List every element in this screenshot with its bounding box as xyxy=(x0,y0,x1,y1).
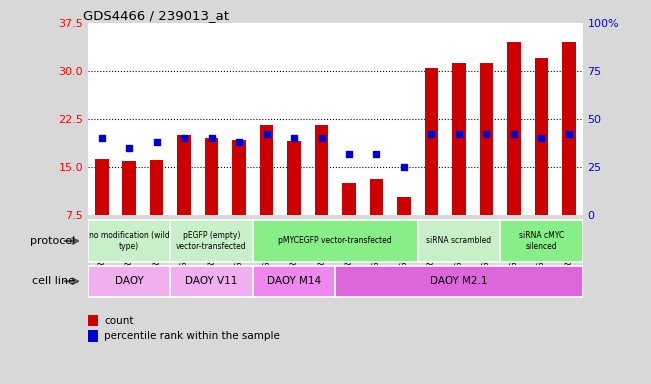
Bar xyxy=(287,141,301,215)
Bar xyxy=(95,159,109,215)
Bar xyxy=(335,266,583,297)
Bar xyxy=(397,197,411,215)
Bar xyxy=(452,63,466,215)
Bar xyxy=(260,126,273,215)
Text: DAOY V11: DAOY V11 xyxy=(186,276,238,286)
Bar xyxy=(177,135,191,215)
Text: siRNA cMYC
silenced: siRNA cMYC silenced xyxy=(519,231,564,251)
Bar xyxy=(204,138,219,215)
Point xyxy=(564,131,574,137)
Text: protocol: protocol xyxy=(29,236,75,246)
Bar xyxy=(507,42,521,215)
Point xyxy=(344,151,354,157)
Bar xyxy=(88,330,98,342)
Text: no modification (wild
type): no modification (wild type) xyxy=(89,231,169,251)
Point xyxy=(289,135,299,141)
Bar xyxy=(424,68,438,215)
Bar xyxy=(88,220,171,262)
Bar xyxy=(500,220,583,262)
Point xyxy=(316,135,327,141)
Point xyxy=(481,131,492,137)
Bar xyxy=(171,220,253,262)
Bar xyxy=(418,220,500,262)
Point xyxy=(179,135,189,141)
Bar xyxy=(534,58,548,215)
Point xyxy=(454,131,464,137)
Text: DAOY M2.1: DAOY M2.1 xyxy=(430,276,488,286)
Point xyxy=(206,135,217,141)
Point xyxy=(261,131,271,137)
Text: count: count xyxy=(104,316,133,326)
Point xyxy=(234,139,244,145)
Bar xyxy=(88,315,98,326)
Text: pMYCEGFP vector-transfected: pMYCEGFP vector-transfected xyxy=(279,237,392,245)
Point xyxy=(508,131,519,137)
Text: DAOY: DAOY xyxy=(115,276,143,286)
Text: DAOY M14: DAOY M14 xyxy=(267,276,321,286)
Bar xyxy=(562,42,575,215)
Bar xyxy=(253,266,335,297)
Bar xyxy=(314,126,328,215)
Bar xyxy=(232,140,246,215)
Point xyxy=(96,135,107,141)
Bar xyxy=(171,266,253,297)
Bar xyxy=(342,183,356,215)
Bar xyxy=(480,63,493,215)
Text: GDS4466 / 239013_at: GDS4466 / 239013_at xyxy=(83,9,229,22)
Point xyxy=(371,151,381,157)
Text: siRNA scrambled: siRNA scrambled xyxy=(426,237,492,245)
Text: pEGFP (empty)
vector-transfected: pEGFP (empty) vector-transfected xyxy=(176,231,247,251)
Text: percentile rank within the sample: percentile rank within the sample xyxy=(104,331,280,341)
Bar xyxy=(370,179,383,215)
Point xyxy=(124,145,134,151)
Bar xyxy=(122,161,136,215)
Point xyxy=(536,135,547,141)
Bar xyxy=(88,266,171,297)
Point xyxy=(152,139,162,145)
Bar xyxy=(150,160,163,215)
Bar xyxy=(253,220,418,262)
Text: cell line: cell line xyxy=(32,276,75,286)
Point xyxy=(399,164,409,170)
Point xyxy=(426,131,437,137)
